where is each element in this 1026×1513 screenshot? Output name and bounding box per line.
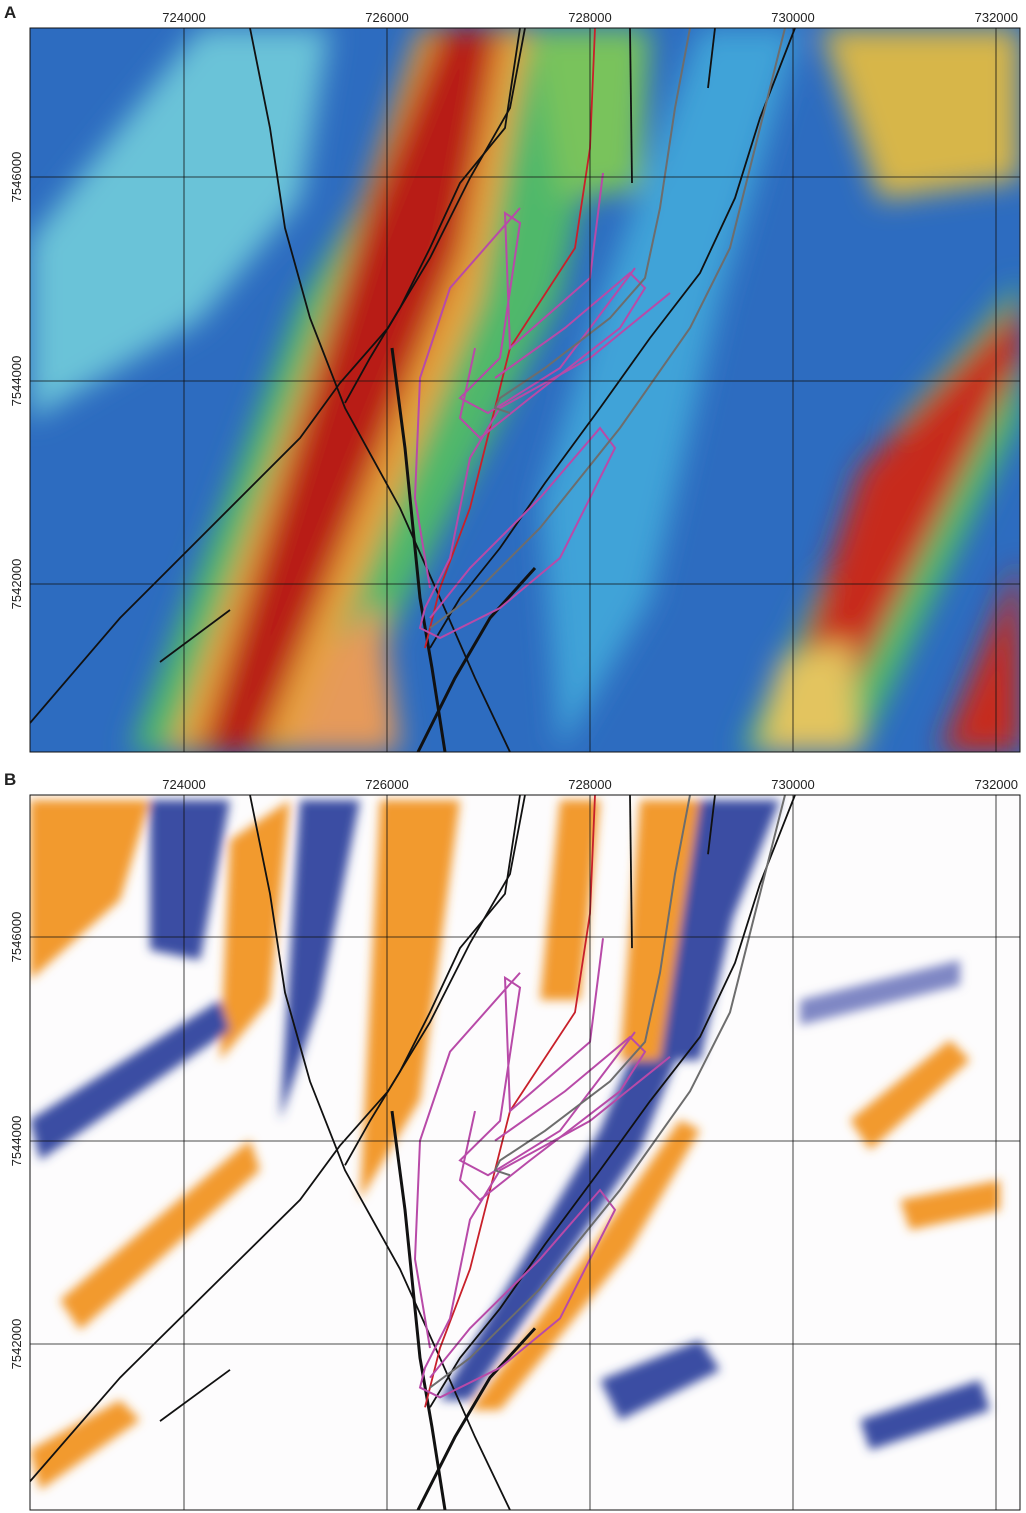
panel-a xyxy=(30,28,1020,752)
y-coordinate: 7546000 xyxy=(9,912,24,963)
panel-label: A xyxy=(4,3,16,22)
y-coordinate: 7544000 xyxy=(9,1116,24,1167)
panel-a-map xyxy=(30,28,1020,752)
figure: A 724000 726000 728000 730000 732000 7546000 75… xyxy=(0,0,1026,1513)
x-coordinate: 726000 xyxy=(365,10,408,25)
x-coordinate: 728000 xyxy=(568,10,611,25)
panel-label: B xyxy=(4,770,16,789)
x-coordinate: 732000 xyxy=(975,777,1018,792)
panel-b-map xyxy=(30,795,1020,1510)
y-coordinate: 7542000 xyxy=(9,559,24,610)
x-coordinate: 730000 xyxy=(771,777,814,792)
y-coordinate: 7544000 xyxy=(9,356,24,407)
panel-b xyxy=(30,795,1020,1510)
y-coordinate: 7542000 xyxy=(9,1319,24,1370)
x-coordinate: 726000 xyxy=(365,777,408,792)
x-coordinate: 724000 xyxy=(162,777,205,792)
x-coordinate: 730000 xyxy=(771,10,814,25)
x-coordinate: 728000 xyxy=(568,777,611,792)
x-coordinate: 724000 xyxy=(162,10,205,25)
y-coordinate: 7546000 xyxy=(9,152,24,203)
x-coordinate: 732000 xyxy=(975,10,1018,25)
